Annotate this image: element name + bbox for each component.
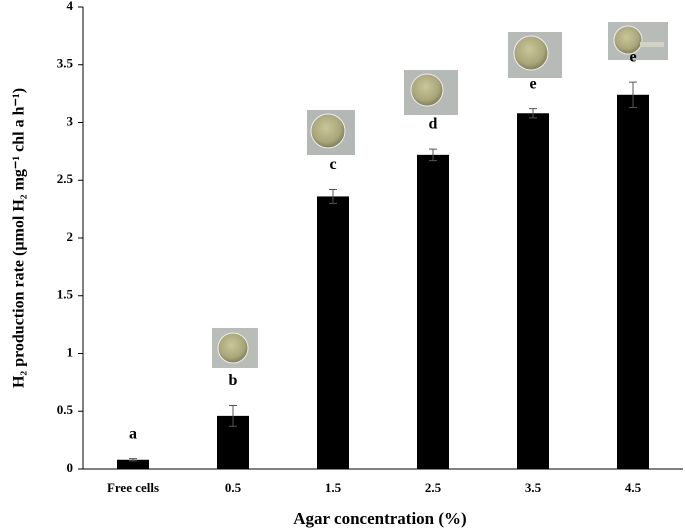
bead-photo (508, 32, 562, 78)
significance-letter: c (329, 156, 336, 173)
x-tick-label: 4.5 (625, 480, 642, 495)
x-tick-label: 2.5 (425, 480, 442, 495)
error-bar (229, 404, 237, 427)
error-bar (329, 188, 337, 204)
bead-photo (404, 70, 458, 115)
bead-photo (307, 110, 355, 155)
bead-photo (608, 22, 668, 60)
y-tick-label: 4 (67, 0, 74, 13)
y-tick-label: 0.5 (57, 402, 74, 417)
bar (517, 113, 549, 469)
bar (117, 459, 149, 469)
bar (617, 94, 649, 469)
significance-letter: e (629, 49, 636, 66)
error-bar (429, 148, 437, 162)
y-tick-label: 3 (67, 113, 74, 128)
bead-photo (212, 328, 258, 368)
significance-letter: e (529, 75, 536, 92)
y-tick-label: 1 (67, 344, 74, 359)
x-tick-label: 0.5 (225, 480, 242, 495)
y-tick-label: 3.5 (57, 56, 74, 71)
x-tick-label: 3.5 (525, 480, 542, 495)
x-tick-label: Free cells (107, 480, 159, 495)
significance-letter: a (129, 425, 137, 442)
error-bar (529, 108, 537, 119)
bar (317, 196, 349, 470)
error-bar (129, 458, 137, 462)
y-tick-label: 2.5 (57, 171, 74, 186)
significance-letter: d (429, 116, 438, 133)
y-tick-label: 1.5 (57, 287, 74, 302)
y-tick-label: 2 (67, 229, 74, 244)
y-tick-label: 0 (67, 460, 74, 475)
bead-photos (212, 22, 668, 368)
bar (417, 154, 449, 469)
x-axis-label: Agar concentration (%) (293, 509, 466, 528)
y-axis-label: H₂ production rate (µmol H₂ mg⁻¹ chl a h… (11, 88, 28, 388)
x-tick-label: 1.5 (325, 480, 342, 495)
significance-letter: b (229, 372, 238, 389)
error-bar (629, 81, 637, 108)
